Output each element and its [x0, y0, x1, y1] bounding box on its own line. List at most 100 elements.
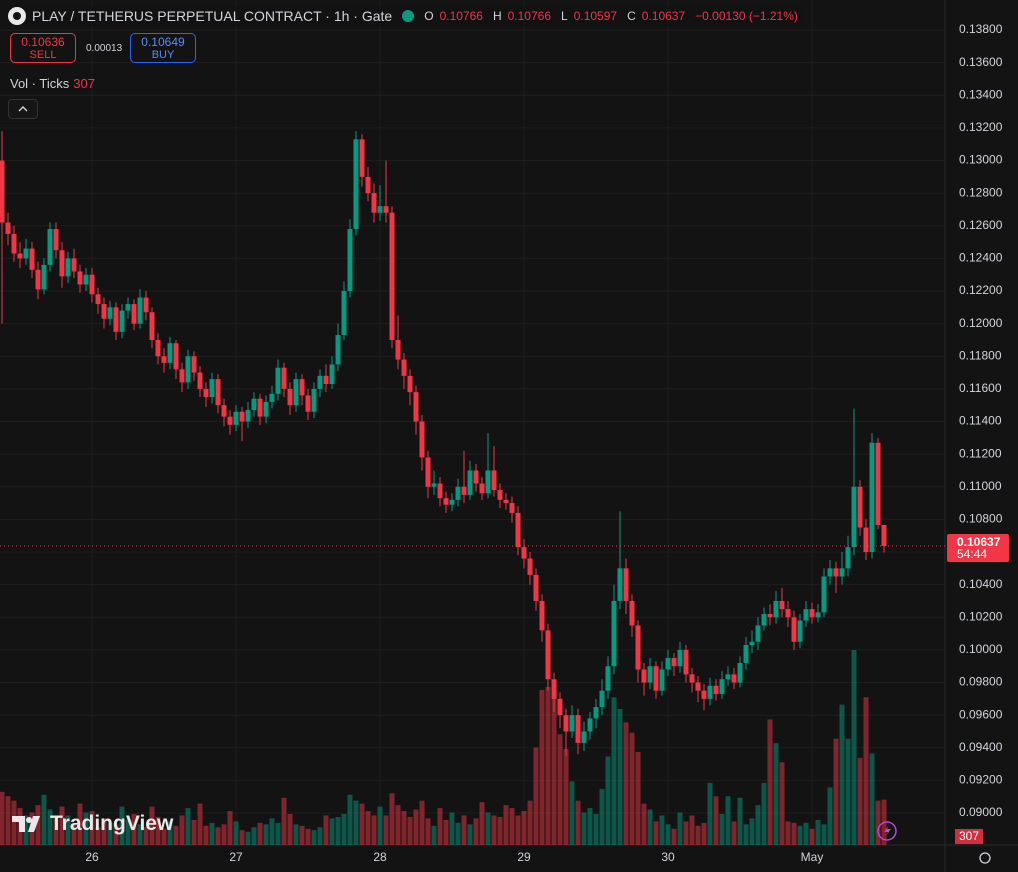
- candles: [0, 131, 887, 756]
- candle-body: [221, 405, 227, 417]
- volume-bar: [449, 812, 455, 845]
- x-tick-label: 28: [373, 850, 387, 864]
- candle-body: [785, 609, 791, 618]
- volume-bar: [83, 812, 89, 845]
- volume-bar: [503, 805, 509, 845]
- volume-bar: [677, 812, 683, 845]
- volume-indicator[interactable]: Vol · Ticks 307: [10, 76, 95, 91]
- volume-bar: [305, 828, 311, 845]
- sell-price: 0.10636: [21, 35, 65, 49]
- volume-bar: [347, 794, 353, 845]
- candle-body: [521, 547, 527, 559]
- candle-body: [377, 206, 383, 213]
- volume-bar: [71, 822, 77, 845]
- volume-bar: [401, 811, 407, 845]
- volume-bar: [869, 753, 875, 845]
- candle-body: [827, 568, 833, 577]
- y-tick-label: 0.12600: [959, 218, 1003, 232]
- candle-body: [305, 395, 311, 412]
- volume-bar: [563, 748, 569, 845]
- y-tick-label: 0.10800: [959, 512, 1003, 526]
- sell-label: SELL: [29, 49, 57, 61]
- volume-bar: [359, 803, 365, 845]
- candle-body: [761, 614, 767, 626]
- candle-body: [341, 291, 347, 336]
- y-tick-label: 0.11000: [959, 479, 1002, 493]
- candle-body: [197, 372, 203, 389]
- candle-body: [143, 297, 149, 313]
- volume-bar: [215, 827, 221, 845]
- volume-bar: [299, 825, 305, 845]
- candle-body: [239, 411, 245, 422]
- y-tick-label: 0.10200: [959, 609, 1003, 623]
- candle-body: [665, 658, 671, 670]
- candle-body: [311, 388, 317, 412]
- volume-bar: [377, 806, 383, 845]
- volume-bar: [485, 812, 491, 845]
- candle-body: [677, 649, 683, 667]
- candle-body: [173, 343, 179, 370]
- candle-body: [437, 483, 443, 499]
- lightning-glyph: [884, 825, 891, 837]
- ohlc-key: C: [627, 9, 636, 23]
- candle-body: [749, 641, 755, 646]
- candle-body: [89, 274, 95, 295]
- volume-bar: [263, 824, 269, 845]
- candle-body: [215, 379, 221, 406]
- volume-bar: [731, 821, 737, 845]
- sell-button[interactable]: 0.10636 SELL: [10, 33, 76, 63]
- y-tick-label: 0.12200: [959, 283, 1003, 297]
- lightning-icon: [877, 821, 897, 841]
- candle-body: [485, 470, 491, 494]
- candle-body: [59, 250, 65, 277]
- price-tag-price: 0.10637: [957, 535, 1001, 549]
- candle-body: [401, 359, 407, 376]
- volume-bar: [695, 825, 701, 845]
- candle-body: [263, 401, 269, 417]
- candle-body: [257, 398, 263, 417]
- x-tick-label: 29: [517, 850, 531, 864]
- volume-bar: [575, 800, 581, 845]
- volume-bar: [329, 818, 335, 845]
- volume-bar: [539, 689, 545, 845]
- collapse-button[interactable]: [8, 99, 38, 119]
- volume-bar: [149, 806, 155, 845]
- candle-body: [527, 558, 533, 575]
- candle-body: [275, 367, 281, 394]
- volume-bar: [599, 788, 605, 845]
- volume-bar: [737, 797, 743, 845]
- candle-body: [65, 258, 71, 277]
- volume-bar: [425, 818, 431, 845]
- y-tick-label: 0.09000: [959, 805, 1003, 819]
- y-tick-label: 0.11600: [959, 381, 1002, 395]
- candle-body: [629, 600, 635, 626]
- candle-body: [569, 715, 575, 732]
- candle-body: [389, 212, 395, 340]
- volume-bar: [545, 686, 551, 845]
- candle-body: [329, 364, 335, 385]
- candle-body: [845, 547, 851, 569]
- candle-body: [809, 609, 815, 618]
- volume-bar: [797, 825, 803, 845]
- volume-bar: [413, 809, 419, 845]
- candle-body: [41, 264, 47, 290]
- y-tick-label: 0.11800: [959, 348, 1002, 362]
- candle-body: [683, 649, 689, 675]
- candle-body: [299, 379, 305, 396]
- candle-body: [209, 379, 215, 398]
- candle-body: [833, 568, 839, 577]
- volume-bar: [551, 697, 557, 845]
- volume-bar: [497, 816, 503, 845]
- candle-body: [245, 410, 251, 422]
- candle-body: [77, 271, 83, 285]
- candle-body: [491, 470, 497, 491]
- buy-button[interactable]: 0.10649 BUY: [130, 33, 196, 63]
- symbol-title[interactable]: PLAY / TETHERUS PERPETUAL CONTRACT · 1h …: [32, 8, 393, 24]
- volume-bar: [5, 796, 11, 845]
- volume-bar: [839, 704, 845, 845]
- candle-body: [95, 294, 101, 305]
- x-tick-label: 26: [85, 850, 99, 864]
- candle-body: [707, 685, 713, 699]
- candle-body: [875, 442, 881, 525]
- volume-bar: [521, 811, 527, 845]
